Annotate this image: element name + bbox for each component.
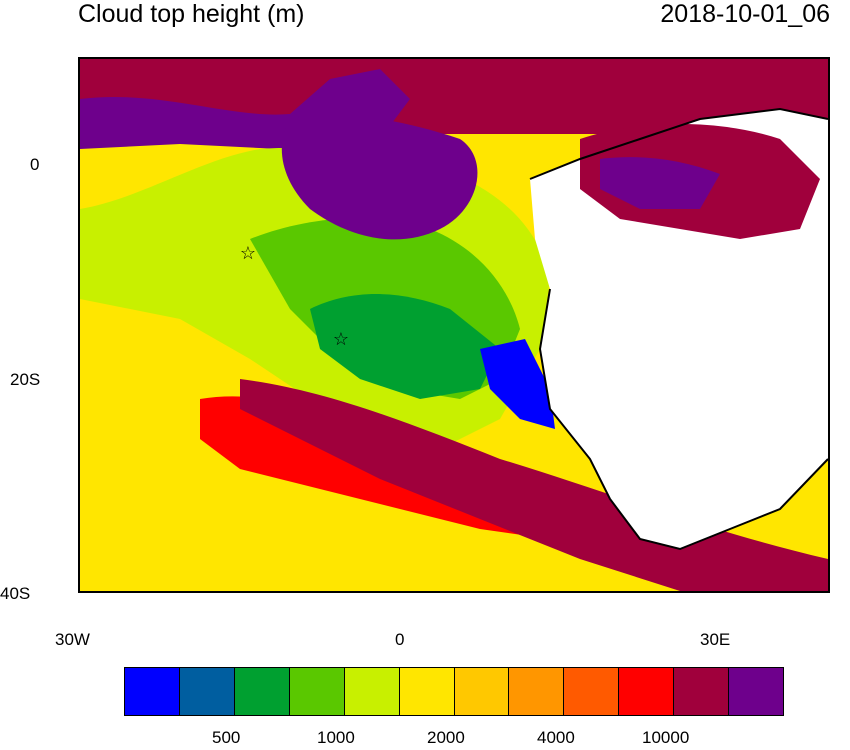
map-plot: ☆ ☆ xyxy=(78,57,830,593)
x-tick-label: 0 xyxy=(395,630,405,649)
coastline xyxy=(529,107,828,551)
colorbar-swatch xyxy=(234,668,290,715)
colorbar-label: 2000 xyxy=(427,728,465,747)
colorbar-label: 10000 xyxy=(642,728,690,747)
colorbar-swatch xyxy=(289,668,345,715)
y-tick-label: 40S xyxy=(0,584,31,603)
colorbar-swatch xyxy=(509,668,565,715)
colorbar-swatch xyxy=(125,668,180,715)
colorbar-label: 4000 xyxy=(537,728,575,747)
colorbar-swatch xyxy=(344,668,400,715)
colorbar xyxy=(124,667,784,716)
star-marker-icon: ☆ xyxy=(240,243,256,263)
colorbar-swatch xyxy=(674,668,730,715)
cloud-field-mid-dark xyxy=(310,294,500,399)
map-timestamp: 2018-10-01_06 xyxy=(660,0,830,28)
colorbar-swatch xyxy=(729,668,784,715)
y-tick-label: 0 xyxy=(30,155,40,174)
colorbar-swatch xyxy=(619,668,675,715)
map-title: Cloud top height (m) xyxy=(78,0,305,28)
x-tick-label: 30W xyxy=(55,630,90,649)
colorbar-swatch xyxy=(399,668,455,715)
colorbar-label: 500 xyxy=(212,728,241,747)
map-canvas: ☆ ☆ xyxy=(80,59,828,591)
colorbar-label: 1000 xyxy=(317,728,355,747)
star-marker-icon: ☆ xyxy=(333,329,349,349)
cloud-land-north-deep xyxy=(600,157,720,209)
colorbar-swatch xyxy=(454,668,510,715)
cloud-field-deep-center xyxy=(281,115,478,240)
cloud-field-low-blue xyxy=(480,339,555,429)
colorbar-swatch xyxy=(564,668,620,715)
colorbar-swatch xyxy=(179,668,235,715)
y-tick-label: 20S xyxy=(10,370,41,389)
x-tick-label: 30E xyxy=(700,630,731,649)
